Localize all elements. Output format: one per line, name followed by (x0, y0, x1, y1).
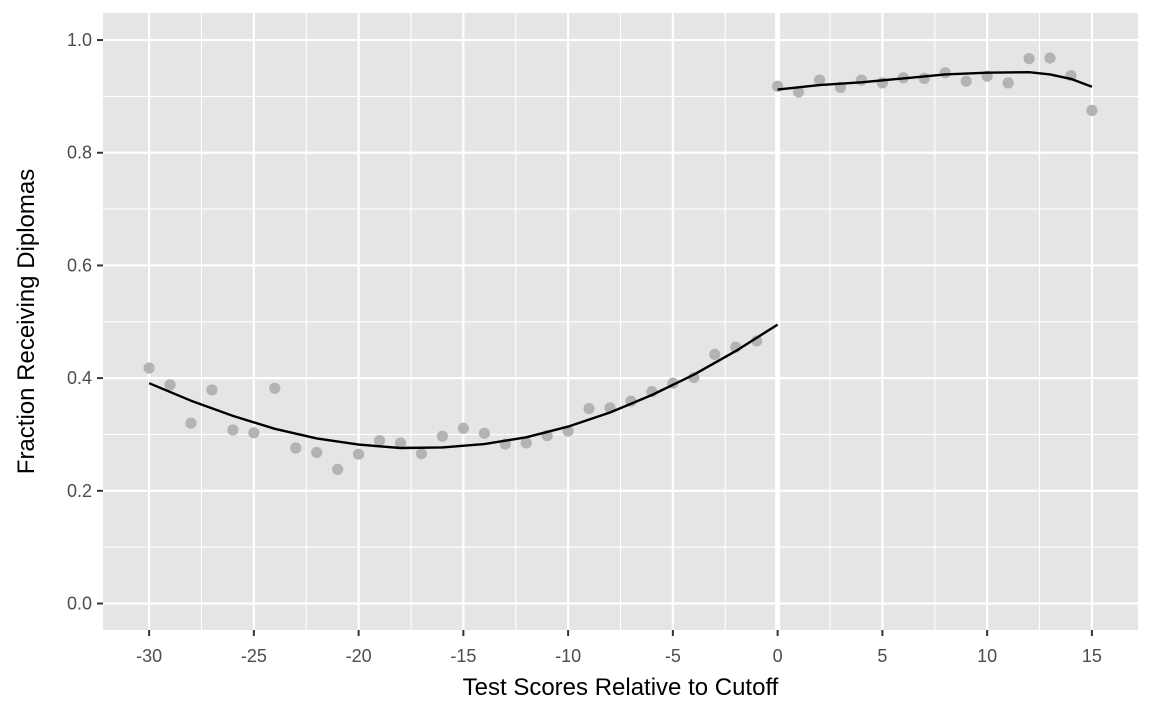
data-point (478, 427, 490, 439)
data-point (269, 382, 281, 394)
data-point (520, 437, 532, 449)
x-tick-label: 15 (1082, 646, 1102, 666)
x-tick-label: -15 (450, 646, 476, 666)
data-point (792, 86, 805, 98)
data-point (206, 384, 218, 396)
data-point (290, 442, 302, 454)
grid-minor (103, 13, 1138, 630)
x-tick-label: -25 (241, 646, 267, 666)
data-point (415, 448, 428, 460)
data-point (709, 348, 721, 361)
data-point (1023, 53, 1035, 65)
data-point (813, 74, 826, 86)
data-point (583, 402, 595, 415)
data-point (918, 72, 930, 84)
y-tick-label: 0.6 (67, 255, 92, 275)
data-point (960, 75, 972, 87)
y-tick-label: 0.8 (67, 143, 92, 163)
x-tick-label: -5 (665, 646, 681, 666)
data-point (855, 74, 868, 86)
data-point (143, 362, 155, 374)
x-tick-label: 5 (877, 646, 887, 666)
y-axis-title: Fraction Receiving Diplomas (13, 169, 40, 474)
data-point (394, 437, 407, 449)
x-axis-ticks: -30 -25 -20 -15 -10 -5 0 5 10 15 (136, 630, 1102, 666)
y-axis-ticks: 0.0 0.2 0.4 0.6 0.8 1.0 (67, 30, 103, 614)
x-axis-title: Test Scores Relative to Cutoff (463, 674, 779, 701)
fit-lines (148, 71, 1093, 450)
x-tick-label: -20 (346, 646, 372, 666)
data-point (457, 422, 469, 434)
y-tick-label: 0.0 (67, 594, 92, 614)
x-tick-label: 10 (977, 646, 997, 666)
data-point (373, 435, 386, 447)
data-point (185, 417, 197, 429)
data-point (939, 67, 951, 79)
y-tick-label: 1.0 (67, 30, 92, 50)
data-point (227, 424, 239, 436)
data-point (436, 430, 449, 442)
y-tick-label: 0.2 (67, 481, 92, 501)
x-tick-label: 0 (773, 646, 783, 666)
data-point (1002, 77, 1014, 89)
data-point (353, 448, 365, 460)
data-point (751, 335, 763, 347)
data-points (143, 52, 1098, 476)
x-tick-label: -10 (555, 646, 581, 666)
data-point (164, 379, 176, 391)
data-point (311, 446, 323, 459)
data-point (1086, 104, 1098, 117)
data-point (248, 427, 260, 439)
fit-line-left (148, 323, 779, 450)
data-point (332, 463, 344, 476)
y-tick-label: 0.4 (67, 368, 92, 388)
x-tick-label: -30 (136, 646, 162, 666)
fit-line-right (777, 71, 1093, 91)
data-point (1044, 52, 1056, 64)
